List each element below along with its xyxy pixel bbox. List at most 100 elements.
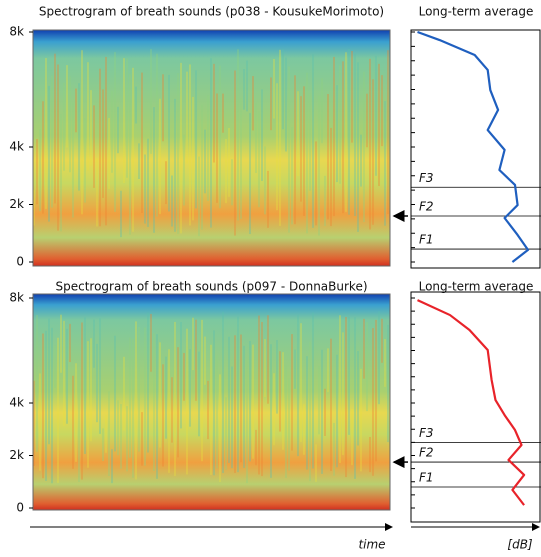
spectrogram-texture: [111, 449, 113, 484]
spectrogram-texture: [237, 49, 239, 221]
spectrogram-texture: [81, 322, 83, 480]
spectrogram-texture: [381, 75, 383, 147]
spectrogram-texture: [273, 58, 275, 119]
spectrogram-texture: [366, 93, 368, 148]
spectrogram-texture: [141, 72, 143, 213]
spectrogram-texture: [75, 363, 77, 462]
spectrogram-texture: [63, 82, 65, 171]
spectrogram-texture: [180, 322, 182, 429]
spectrogram-texture: [360, 134, 362, 187]
y-tick-label: 4k: [9, 396, 24, 410]
spectrogram-texture: [141, 412, 143, 466]
y-tick-label: 0: [16, 501, 24, 515]
spectrogram-texture: [60, 114, 62, 232]
spectrogram-texture: [321, 349, 323, 474]
spectrogram-texture: [96, 157, 98, 227]
spectrogram-texture: [78, 370, 80, 482]
spectrogram-texture: [288, 378, 290, 471]
spectrogram-image: [33, 294, 390, 510]
spectrogram-texture: [300, 96, 302, 202]
spectrogram-texture: [168, 349, 170, 473]
spectrogram-texture: [384, 338, 386, 387]
spectrogram-texture: [96, 343, 98, 423]
spectrogram-texture: [156, 53, 158, 217]
spectrogram-texture: [291, 334, 293, 451]
spectrogram-texture: [213, 63, 215, 163]
spectrogram-texture: [267, 315, 269, 404]
spectrogram-texture: [51, 75, 53, 208]
spectrogram-texture: [120, 403, 122, 469]
lta-x-label: [dB]: [507, 538, 533, 552]
lta-curve: [417, 30, 530, 263]
x-axis-label: time: [358, 538, 385, 552]
spectrogram-texture: [357, 62, 359, 232]
spectrogram-texture: [171, 377, 173, 443]
spectrogram-texture: [189, 64, 191, 226]
spectrogram-texture: [387, 50, 389, 214]
spectrogram-texture: [264, 146, 266, 215]
spectrogram-texture: [357, 351, 359, 446]
spectrogram-texture: [81, 50, 83, 215]
spectrogram-texture: [207, 95, 209, 201]
spectrogram-texture: [345, 52, 347, 212]
spectrogram-texture: [231, 159, 233, 206]
spectrogram-texture: [255, 429, 257, 466]
spectrogram-texture: [105, 56, 107, 226]
spectrogram-texture: [312, 312, 314, 469]
spectrogram-texture: [360, 368, 362, 472]
spectrogram-texture: [186, 328, 188, 475]
spectrogram-texture: [84, 317, 86, 454]
spectrogram-texture: [138, 326, 140, 452]
spectrogram-texture: [105, 414, 107, 453]
spectrogram-texture: [126, 406, 128, 472]
spectrogram-texture: [375, 55, 377, 176]
spectrogram-texture: [162, 74, 164, 142]
spectrogram-texture: [174, 98, 176, 232]
spectrogram-texture: [318, 366, 320, 435]
spectrogram-texture: [132, 339, 134, 478]
spectrogram-texture: [309, 93, 311, 191]
spectrogram-texture: [342, 61, 344, 214]
spectrogram-texture: [114, 52, 116, 212]
spectrogram-texture: [216, 93, 218, 203]
spectrogram-texture: [327, 94, 329, 220]
spectrogram-texture: [183, 352, 185, 401]
spectrogram-texture: [135, 86, 137, 124]
spectrogram-texture: [270, 344, 272, 478]
spectrogram-texture: [102, 89, 104, 198]
spectrogram-texture: [45, 58, 47, 210]
spectrogram-texture: [297, 314, 299, 457]
lta-frame: [410, 291, 541, 523]
lta-frame: [410, 29, 541, 269]
spectrogram-texture: [216, 355, 218, 469]
spectrogram-texture: [258, 315, 260, 475]
spectrogram-texture: [153, 107, 155, 233]
spectrogram-texture: [153, 333, 155, 471]
y-tick-label: 2k: [9, 197, 24, 211]
spectrogram-texture: [273, 373, 275, 446]
spectrogram-texture: [303, 404, 305, 455]
spectrogram-texture: [276, 340, 278, 414]
spectrogram-texture: [120, 190, 122, 238]
spectrogram-texture: [306, 72, 308, 234]
spectrogram-texture: [366, 322, 368, 412]
spectrogram-texture: [207, 380, 209, 440]
spectrogram-texture: [225, 397, 227, 470]
spectrogram-texture: [84, 118, 86, 203]
spectrogram-texture: [168, 74, 170, 212]
spectrogram-texture: [93, 105, 95, 188]
spectrogram-texture: [339, 315, 341, 463]
spectrogram-texture: [285, 57, 287, 152]
spectrogram-texture: [342, 332, 344, 456]
spectrogram-texture: [87, 341, 89, 468]
spectrogram-texture: [177, 347, 179, 458]
spectrogram-texture: [54, 53, 56, 204]
spectrogram-texture: [315, 141, 317, 226]
spectrogram-texture: [351, 408, 353, 466]
spectrogram-texture: [90, 338, 92, 442]
spectrogram-texture: [51, 327, 53, 484]
spectrogram-texture: [210, 58, 212, 228]
spectrogram-texture: [381, 318, 383, 363]
spectrogram-texture: [114, 335, 116, 452]
spectrogram-texture: [267, 170, 269, 228]
